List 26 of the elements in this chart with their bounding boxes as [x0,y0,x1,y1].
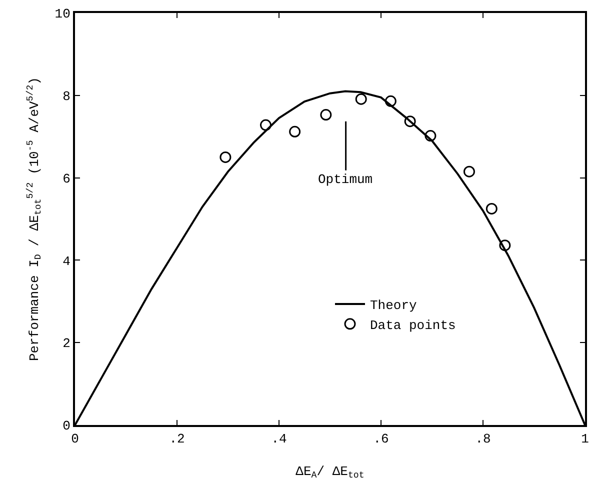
point [220,151,232,163]
y-tick-label: 10 [54,6,70,22]
annotation: Optimum [318,172,373,187]
x-tick-label: .2 [169,432,185,447]
y-tick-label: 4 [62,254,71,269]
y-tick-label: 2 [62,336,70,352]
legend-label: Data points [370,318,456,333]
y-tick-label: 0 [62,418,70,434]
point [463,166,475,178]
x-tick-label: .8 [475,432,491,447]
point [355,93,367,105]
y-tick-label: 8 [62,88,70,104]
point [404,116,416,128]
x-tick-label: .6 [373,432,389,447]
x-tick-label: 1 [581,432,590,447]
point [260,119,272,131]
legend-label: Theory [370,298,418,314]
point [289,126,301,138]
point [424,130,436,142]
x-axis-title: ΔE$_{A}$/ ΔE$_{tot}$ [296,464,364,481]
y-tick-label: 6 [62,171,70,186]
x-tick-label: .4 [271,432,287,447]
point [384,95,396,107]
point [486,202,498,214]
point [499,240,511,252]
point [320,109,332,121]
